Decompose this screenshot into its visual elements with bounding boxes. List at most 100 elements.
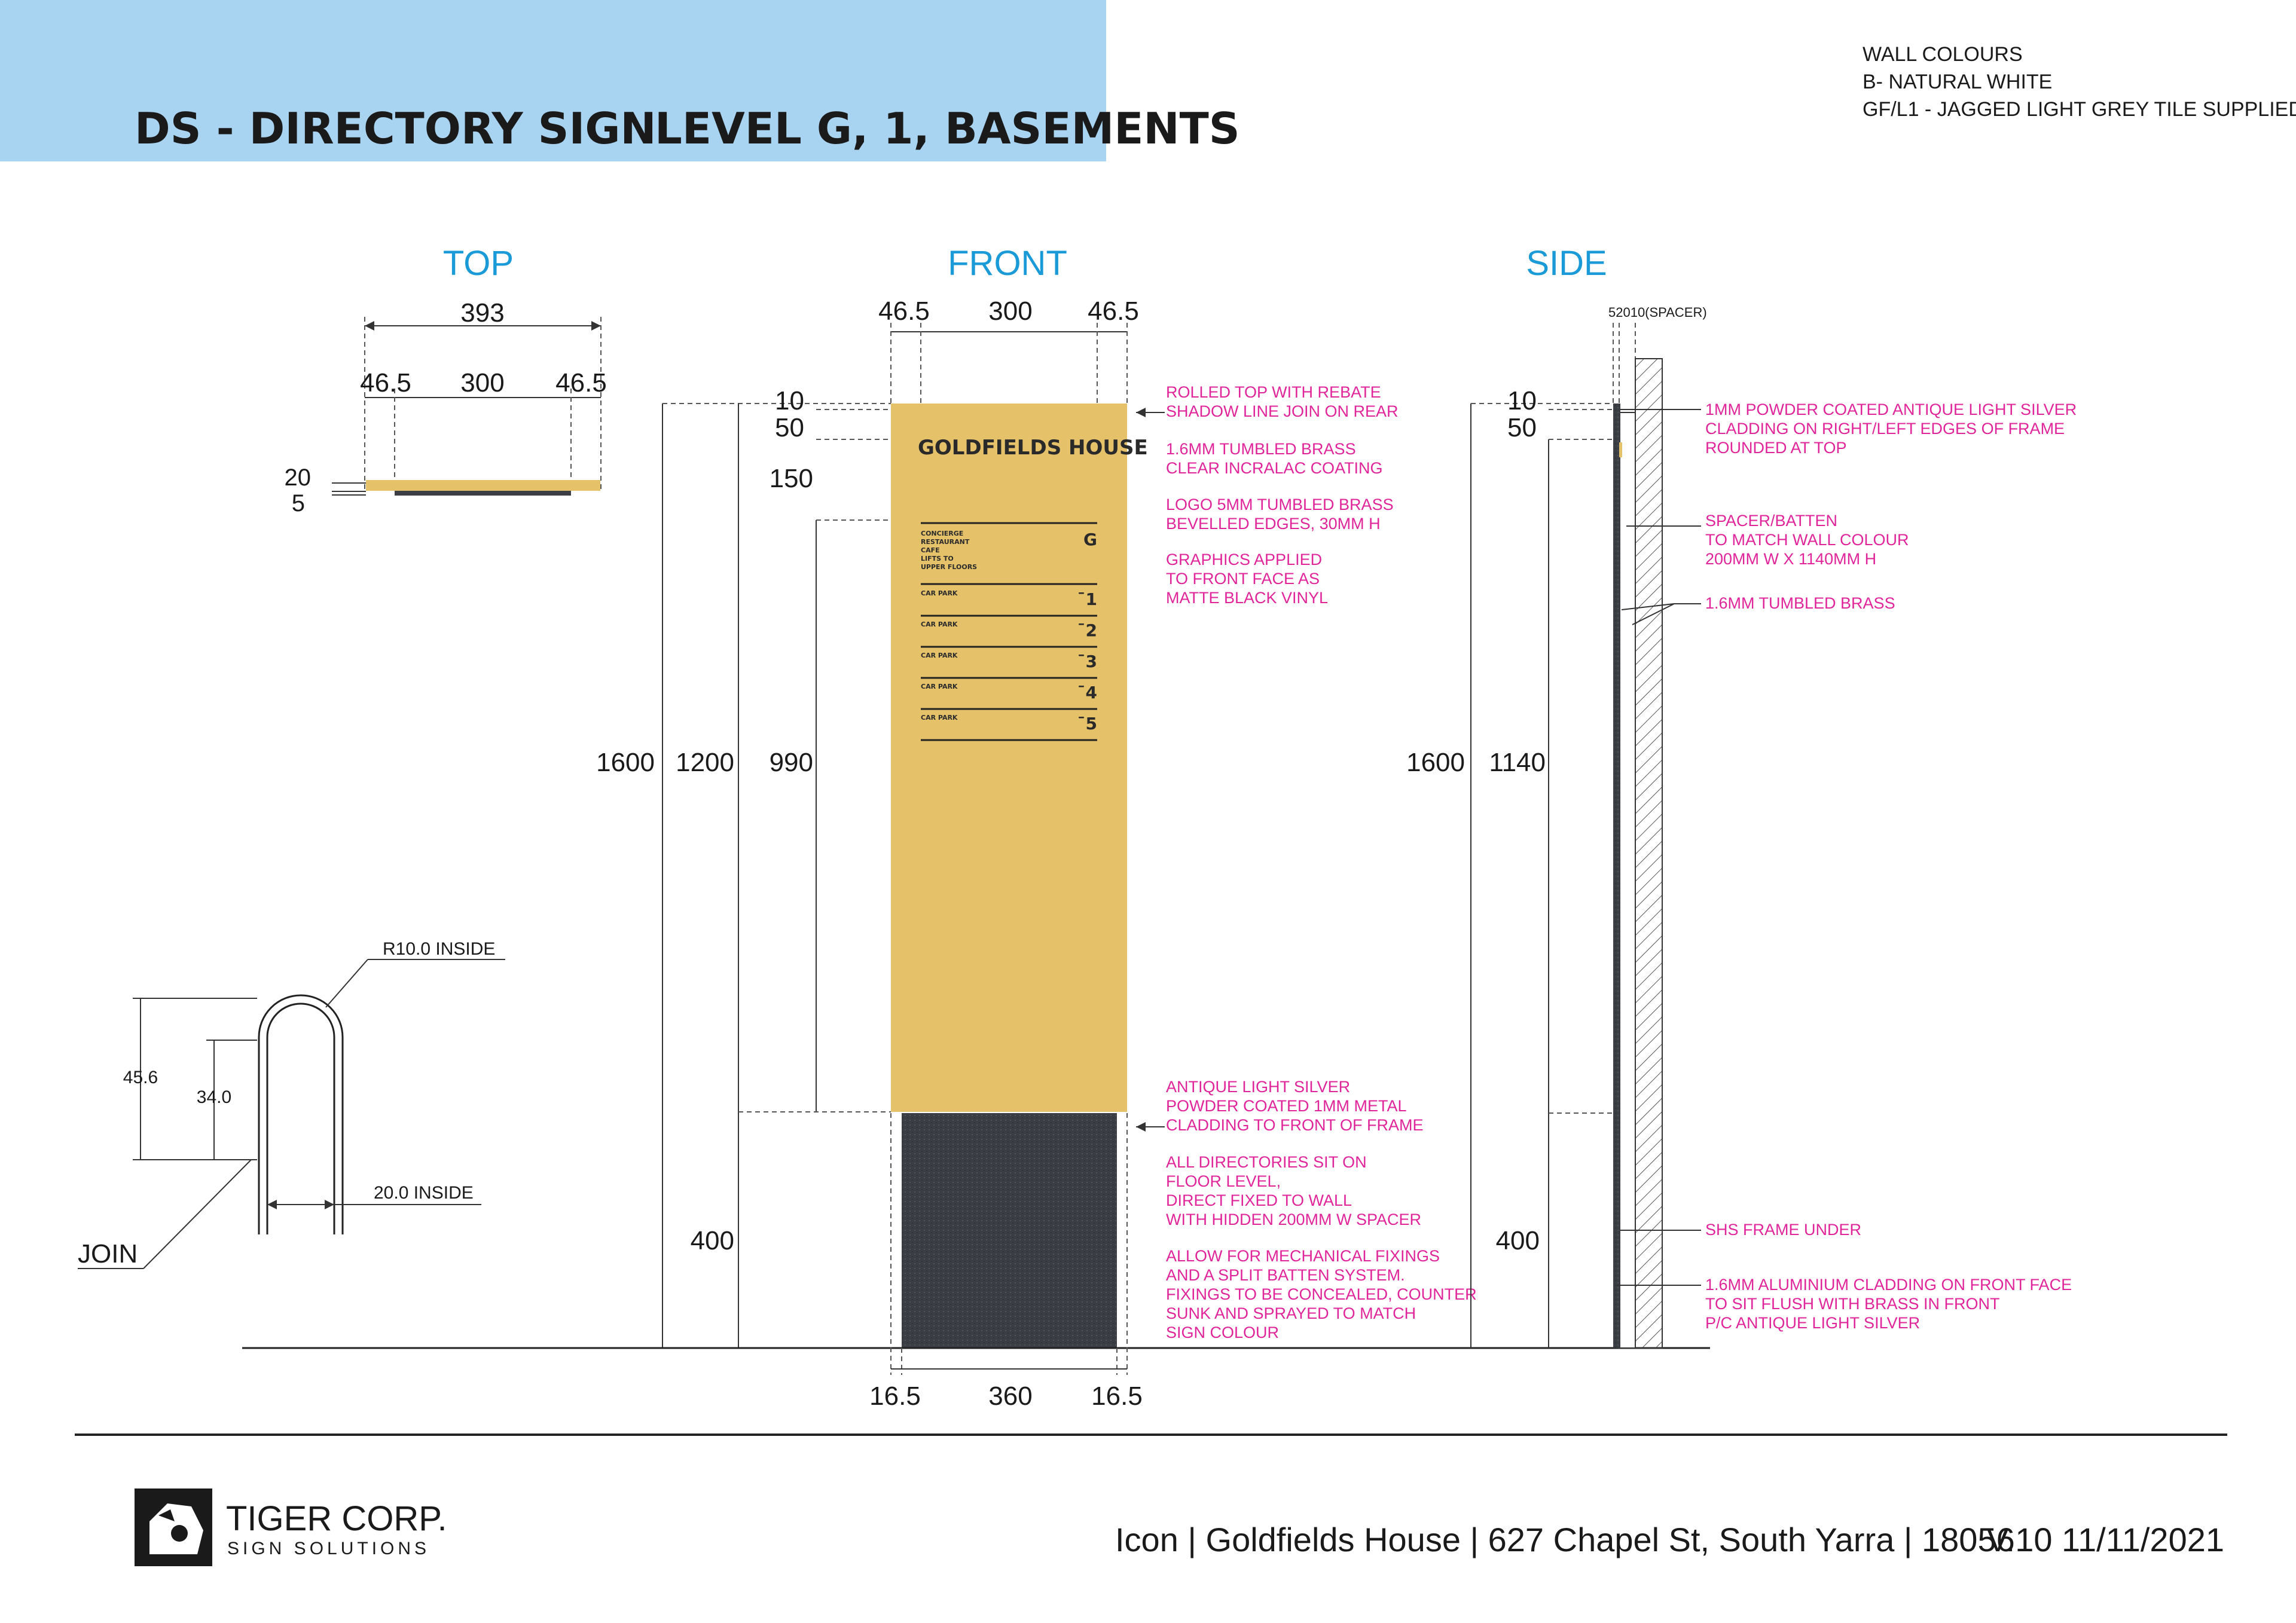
svg-text:¯3: ¯3 [1077,652,1097,671]
dim-front-50: 50 [775,413,804,442]
dim-side-1140: 1140 [1489,748,1546,777]
front-note: TO FRONT FACE AS [1166,570,1320,588]
top-brass-profile [366,480,600,491]
svg-text:CONCIERGE: CONCIERGE [921,530,963,537]
company-logo [135,1488,212,1566]
svg-text:UPPER FLOORS: UPPER FLOORS [921,563,977,571]
front-note: ALL DIRECTORIES SIT ON [1166,1153,1367,1171]
svg-text:¯2: ¯2 [1077,621,1097,640]
dim-front-bot-right: 16.5 [1091,1381,1143,1411]
dim-top-mid: 300 [460,368,504,398]
directory-row: CAR PARK ¯5 [921,714,1097,733]
header-band [0,0,1106,161]
dim-front-10: 10 [775,386,804,415]
front-note: ALLOW FOR MECHANICAL FIXINGS [1166,1247,1440,1265]
side-note: SPACER/BATTEN [1705,512,1837,530]
side-note: CLADDING ON RIGHT/LEFT EDGES OF FRAME [1705,420,2065,438]
side-view: 52010(SPACER) 1600 1140 10 50 400 [1406,305,1707,1349]
side-note: 1.6MM TUMBLED BRASS [1705,594,1895,612]
side-note: TO SIT FLUSH WITH BRASS IN FRONT [1705,1295,2000,1313]
svg-text:¯5: ¯5 [1077,714,1097,733]
dim-front-400: 400 [691,1226,734,1255]
dim-side-400: 400 [1496,1226,1540,1255]
svg-text:RESTAURANT: RESTAURANT [921,538,970,546]
svg-text:CAR PARK: CAR PARK [921,714,958,722]
dim-side-10: 10 [1507,386,1537,415]
side-note: 200MM W X 1140MM H [1705,550,1876,568]
dim-front-top-left: 46.5 [878,297,930,326]
front-note: GRAPHICS APPLIED [1166,551,1322,568]
front-note: SHADOW LINE JOIN ON REAR [1166,402,1399,420]
svg-text:G: G [1083,530,1097,549]
sheet-levels: LEVEL G, 1, BASEMENTS [655,103,1240,154]
dim-side-50: 50 [1507,413,1537,442]
project-info: Icon | Goldfields House | 627 Chapel St,… [1115,1521,2015,1558]
side-note: 1.6MM ALUMINIUM CLADDING ON FRONT FACE [1705,1276,2072,1294]
directory-row: CONCIERGE RESTAURANT CAFE LIFTS TO UPPER… [921,530,1097,571]
side-note: TO MATCH WALL COLOUR [1705,531,1909,549]
dim-front-top-right: 46.5 [1088,297,1139,326]
front-note: FIXINGS TO BE CONCEALED, COUNTER [1166,1285,1477,1303]
svg-text:CAR PARK: CAR PARK [921,621,958,628]
dim-top-right: 46.5 [555,368,607,398]
side-brass-edge [1619,442,1622,457]
side-note: 1MM POWDER COATED ANTIQUE LIGHT SILVER [1705,401,2077,418]
dim-top-thick-a: 20 [285,464,312,491]
front-note: AND A SPLIT BATTEN SYSTEM. [1166,1266,1405,1284]
version-info: V.10 11/11/2021 [1986,1521,2224,1558]
view-title-top: TOP [443,244,514,283]
front-notes: ROLLED TOP WITH REBATE SHADOW LINE JOIN … [1166,383,1477,1341]
brass-panel [891,404,1127,1112]
side-panel [1613,404,1620,1348]
detail-h2: 34.0 [197,1087,231,1107]
svg-text:CAR PARK: CAR PARK [921,589,958,597]
front-note: SIGN COLOUR [1166,1324,1279,1341]
detail-radius: R10.0 INSIDE [383,939,495,959]
side-note: ROUNDED AT TOP [1705,439,1847,457]
directory-row: CAR PARK ¯4 [921,683,1097,702]
dim-top-thick-b: 5 [292,490,305,516]
dim-front-bot-mid: 360 [988,1381,1032,1411]
directory-row: CAR PARK ¯3 [921,652,1097,671]
front-note: POWDER COATED 1MM METAL [1166,1097,1407,1115]
front-note: LOGO 5MM TUMBLED BRASS [1166,496,1394,514]
company-name: TIGER CORP. [226,1499,447,1538]
dim-top-overall: 393 [460,298,504,328]
front-note: 1.6MM TUMBLED BRASS [1166,440,1356,458]
svg-text:CAFE: CAFE [921,546,940,554]
view-title-front: FRONT [948,244,1067,283]
front-note: FLOOR LEVEL, [1166,1172,1281,1190]
side-note: SHS FRAME UNDER [1705,1221,1861,1239]
top-view: 393 46.5 300 46.5 20 5 [285,298,607,516]
dim-front-150: 150 [770,464,813,493]
svg-text:CAR PARK: CAR PARK [921,683,958,690]
svg-text:LIFTS TO: LIFTS TO [921,555,954,563]
front-note: WITH HIDDEN 200MM W SPACER [1166,1211,1421,1228]
svg-text:¯1: ¯1 [1077,589,1097,609]
side-spacer [1619,412,1636,1349]
front-note: ANTIQUE LIGHT SILVER [1166,1078,1350,1096]
company-tagline: SIGN SOLUTIONS [227,1539,430,1558]
front-note: BEVELLED EDGES, 30MM H [1166,515,1381,533]
sign-building-name: GOLDFIELDS HOUSE [918,436,1148,460]
detail-h1: 45.6 [123,1068,158,1087]
sheet-title: DS - DIRECTORY SIGN [135,103,657,154]
front-note: ROLLED TOP WITH REBATE [1166,383,1381,401]
front-note: SUNK AND SPRAYED TO MATCH [1166,1304,1416,1322]
dim-top-left: 46.5 [360,368,411,398]
detail-join: JOIN [78,1239,138,1269]
wall-colours-title: WALL COLOURS [1863,43,2023,66]
front-note: CLADDING TO FRONT OF FRAME [1166,1116,1424,1134]
dim-front-1200: 1200 [676,748,734,777]
side-note: P/C ANTIQUE LIGHT SILVER [1705,1314,1920,1332]
top-frame-profile [395,491,571,496]
cladding-panel [902,1113,1117,1348]
dim-front-bot-left: 16.5 [869,1381,921,1411]
svg-text:CAR PARK: CAR PARK [921,652,958,659]
svg-text:¯4: ¯4 [1077,683,1097,702]
dim-front-1600: 1600 [596,748,655,777]
dim-front-top-mid: 300 [988,297,1032,326]
wall-colour-line: GF/L1 - JAGGED LIGHT GREY TILE SUPPLIED [1863,98,2296,121]
profile-detail: R10.0 INSIDE 45.6 34.0 20.0 INSIDE JOIN [78,939,505,1269]
